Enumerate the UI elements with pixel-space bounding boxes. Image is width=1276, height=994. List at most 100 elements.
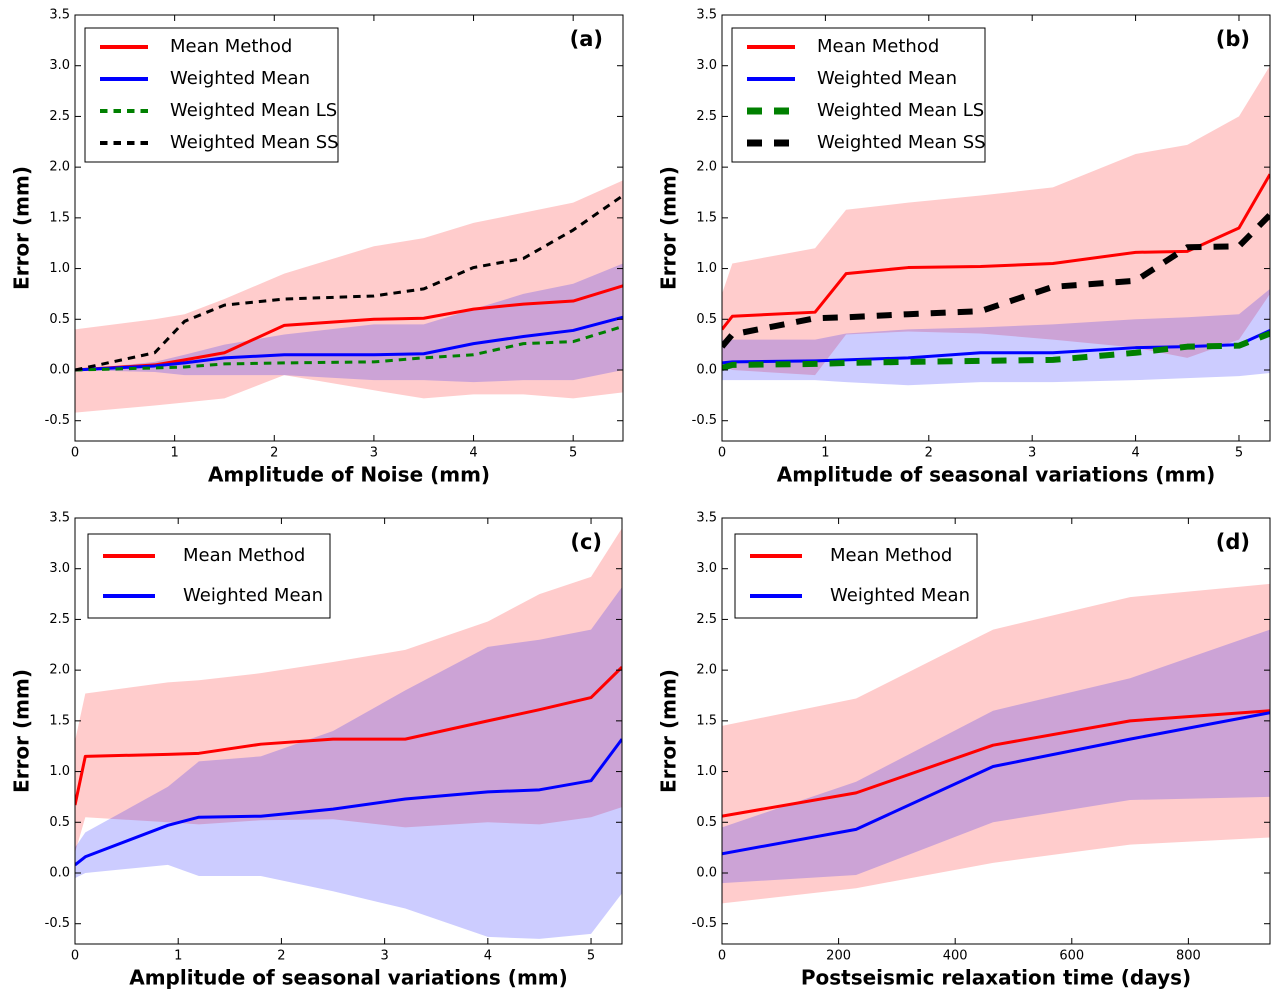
x-axis-label: Amplitude of Noise (mm) — [208, 463, 490, 487]
x-axis-label: Amplitude of seasonal variations (mm) — [777, 463, 1216, 487]
x-tick-label: 3 — [1028, 446, 1036, 461]
x-tick-label: 0 — [718, 949, 726, 964]
series-line — [722, 709, 1270, 818]
legend-label: Mean Method — [183, 545, 305, 566]
y-tick-label: 1.0 — [49, 764, 70, 779]
x-tick-label: 600 — [1059, 949, 1084, 964]
y-tick-label: 0.0 — [49, 866, 70, 881]
legend-label: Weighted Mean SS — [170, 132, 339, 153]
y-tick-label: 0.5 — [49, 815, 70, 830]
y-tick-label: 3.0 — [49, 58, 70, 73]
panel-annotation: (c) — [570, 530, 602, 554]
series-line — [722, 711, 1270, 856]
plot-frame — [721, 14, 1271, 442]
x-tick-label: 4 — [469, 446, 477, 461]
y-tick-label: 2.5 — [49, 109, 70, 124]
y-tick-label: 1.5 — [696, 210, 717, 225]
legend-box — [84, 27, 339, 163]
y-tick-label: 1.0 — [696, 764, 717, 779]
series-line — [722, 329, 1270, 365]
y-tick-label: 2.0 — [49, 160, 70, 175]
x-tick-label: 3 — [370, 446, 378, 461]
x-tick-label: 5 — [1235, 446, 1243, 461]
legend-label: Weighted Mean — [817, 68, 957, 89]
series-line — [75, 194, 623, 372]
y-tick-label: -0.5 — [45, 916, 70, 931]
y-tick-label: 1.5 — [49, 713, 70, 728]
x-tick-label: 1 — [170, 446, 178, 461]
series-line — [75, 666, 622, 806]
y-tick-label: 0.0 — [696, 363, 717, 378]
legend-label: Weighted Mean — [183, 585, 323, 606]
legend-label: Weighted Mean LS — [170, 100, 337, 121]
x-tick-label: 4 — [484, 949, 492, 964]
y-axis-label: Error (mm) — [10, 166, 34, 290]
x-tick-label: 0 — [718, 446, 726, 461]
error-band — [722, 65, 1270, 376]
y-tick-label: 3.0 — [49, 561, 70, 576]
series-line — [75, 738, 622, 867]
panel-annotation: (b) — [1216, 27, 1250, 51]
y-axis-label: Error (mm) — [657, 669, 681, 793]
y-tick-label: 3.5 — [49, 8, 70, 23]
legend-label: Weighted Mean — [830, 585, 970, 606]
plot-frame — [74, 517, 623, 945]
x-tick-label: 0 — [71, 949, 79, 964]
series-line — [722, 330, 1270, 371]
y-tick-label: -0.5 — [692, 916, 717, 931]
legend-label: Mean Method — [817, 36, 939, 57]
y-tick-label: 1.0 — [696, 261, 717, 276]
y-tick-label: 0.5 — [696, 312, 717, 327]
x-tick-label: 400 — [943, 949, 968, 964]
x-tick-label: 200 — [826, 949, 851, 964]
y-tick-label: 3.5 — [696, 511, 717, 526]
y-tick-label: 2.0 — [696, 663, 717, 678]
y-tick-label: 0.0 — [696, 866, 717, 881]
legend-box — [734, 533, 978, 619]
x-tick-label: 4 — [1131, 446, 1139, 461]
y-tick-label: 0.5 — [696, 815, 717, 830]
y-tick-label: 2.5 — [696, 109, 717, 124]
series-line — [722, 173, 1270, 331]
x-axis-label: Amplitude of seasonal variations (mm) — [129, 966, 568, 990]
plot-frame — [721, 517, 1271, 945]
series-line — [75, 324, 623, 372]
error-band — [75, 586, 622, 939]
y-tick-label: 1.5 — [49, 210, 70, 225]
panel-annotation: (d) — [1216, 530, 1250, 554]
y-tick-label: 3.0 — [696, 561, 717, 576]
x-tick-label: 800 — [1176, 949, 1201, 964]
legend-label: Mean Method — [830, 545, 952, 566]
error-band — [722, 629, 1270, 884]
y-tick-label: 1.0 — [49, 261, 70, 276]
plot-frame — [74, 14, 624, 442]
y-tick-label: 1.5 — [696, 713, 717, 728]
y-tick-label: 0.0 — [49, 363, 70, 378]
y-tick-label: 2.5 — [49, 612, 70, 627]
legend-label: Weighted Mean LS — [817, 100, 984, 121]
y-tick-label: -0.5 — [692, 413, 717, 428]
x-tick-label: 5 — [569, 446, 577, 461]
x-tick-label: 1 — [821, 446, 829, 461]
y-tick-label: 2.0 — [696, 160, 717, 175]
x-axis-label: Postseismic relaxation time (days) — [801, 966, 1191, 990]
y-tick-label: 3.5 — [49, 511, 70, 526]
legend-box — [87, 533, 331, 619]
x-tick-label: 5 — [587, 949, 595, 964]
panel-annotation: (a) — [570, 27, 603, 51]
error-band — [75, 528, 622, 853]
y-tick-label: -0.5 — [45, 413, 70, 428]
legend-label: Weighted Mean SS — [817, 132, 986, 153]
x-tick-label: 1 — [174, 949, 182, 964]
x-tick-label: 2 — [270, 446, 278, 461]
legend-label: Weighted Mean — [170, 68, 310, 89]
y-axis-label: Error (mm) — [10, 669, 34, 793]
x-tick-label: 3 — [380, 949, 388, 964]
x-tick-label: 2 — [277, 949, 285, 964]
series-line — [75, 284, 623, 372]
y-tick-label: 2.5 — [696, 612, 717, 627]
y-axis-label: Error (mm) — [657, 166, 681, 290]
x-tick-label: 2 — [925, 446, 933, 461]
y-tick-label: 3.5 — [696, 8, 717, 23]
